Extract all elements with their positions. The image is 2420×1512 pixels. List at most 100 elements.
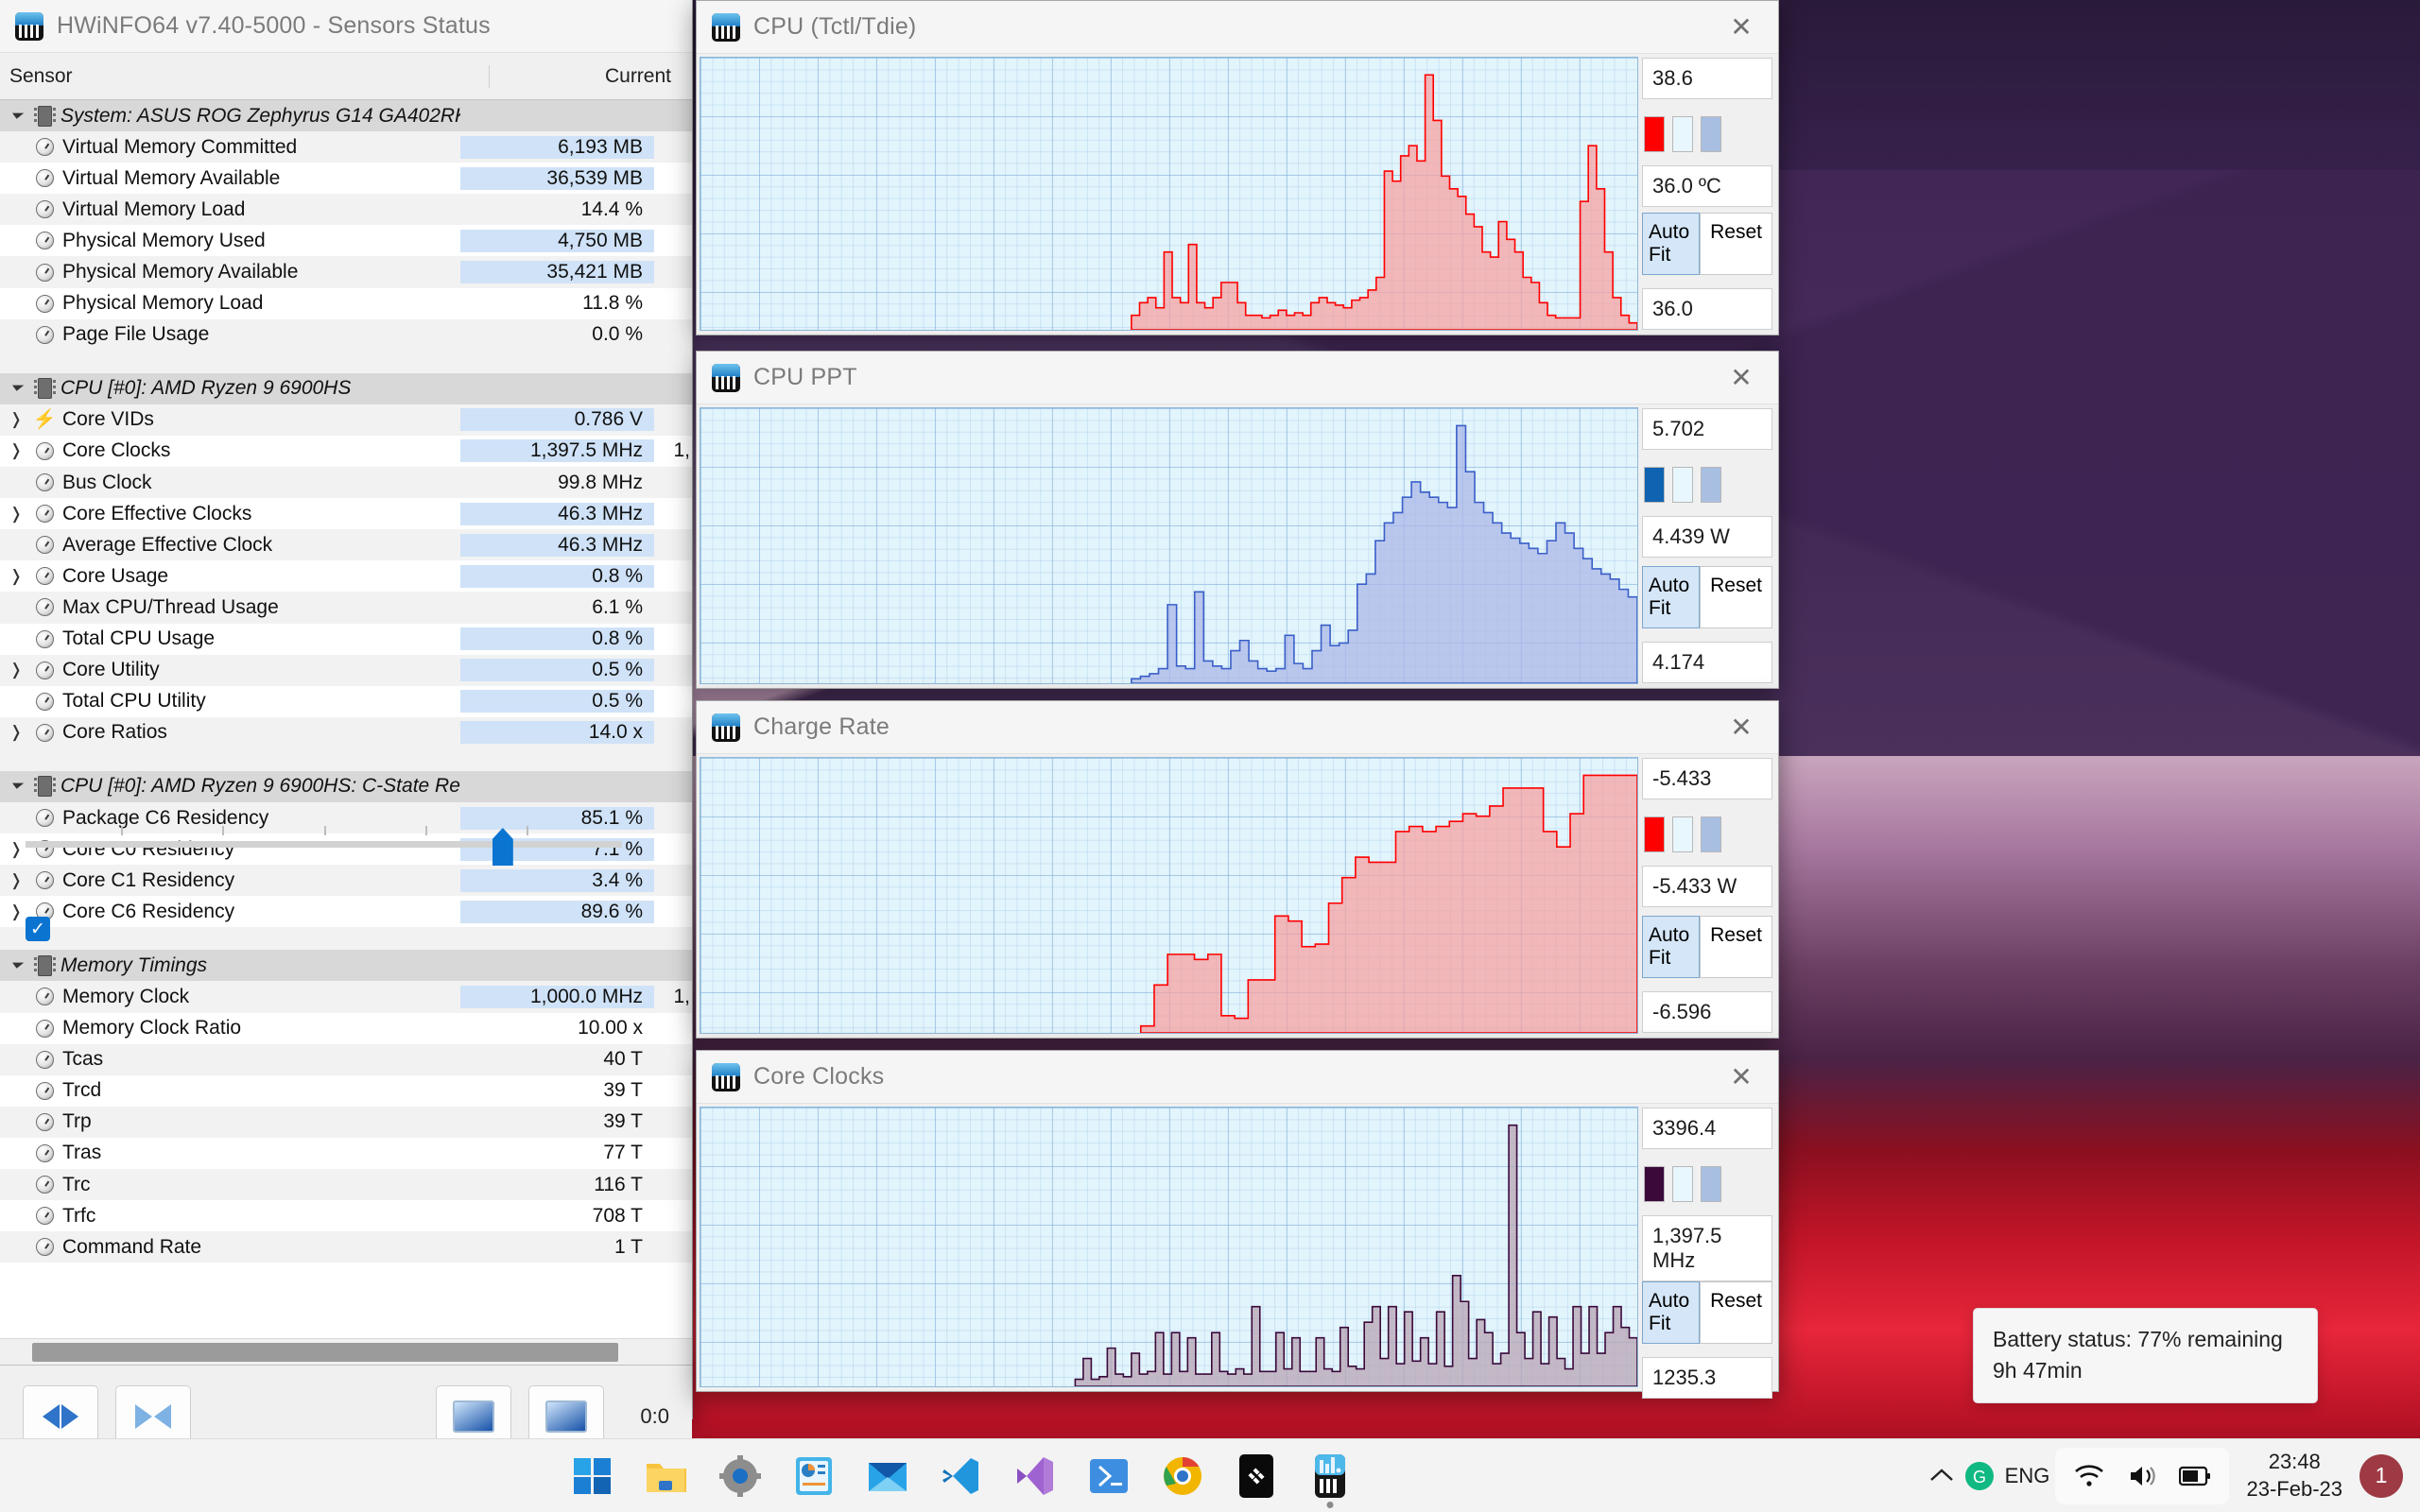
run-on-startup-checkbox[interactable] — [26, 917, 50, 941]
auto-fit-button[interactable]: Auto Fit — [1642, 1281, 1701, 1344]
sensor-row[interactable]: Command Rate 1 T — [0, 1231, 692, 1263]
chevron-right-icon[interactable]: ❭ — [9, 566, 24, 585]
chevron-right-icon[interactable]: ❭ — [9, 723, 24, 742]
reset-button[interactable]: Reset — [1700, 213, 1772, 275]
sensor-row[interactable]: ❭ Core C6 Residency 89.6 % — [0, 896, 692, 927]
graph-plot-area[interactable] — [700, 57, 1638, 331]
file-explorer-icon[interactable] — [644, 1453, 689, 1499]
sensor-row[interactable]: Virtual Memory Load 14.4 % — [0, 194, 692, 226]
swatch-line-color[interactable] — [1644, 116, 1665, 152]
sensor-row[interactable]: ❭ Core Clocks 1,397.5 MHz 1, — [0, 436, 692, 467]
auto-fit-button[interactable]: Auto Fit — [1642, 213, 1701, 275]
chevron-right-icon[interactable]: ❭ — [9, 441, 24, 460]
chevron-right-icon[interactable]: ❭ — [9, 504, 24, 523]
swatch-grid-color[interactable] — [1701, 1166, 1721, 1202]
slider-track[interactable] — [26, 841, 622, 848]
reset-button[interactable]: Reset — [1700, 1281, 1772, 1344]
sensor-row[interactable]: Max CPU/Thread Usage 6.1 % — [0, 592, 692, 624]
show-hidden-icons-chevron[interactable] — [1923, 1457, 1961, 1495]
hwinfo-icon[interactable] — [1307, 1453, 1353, 1508]
close-icon[interactable]: ✕ — [1730, 713, 1753, 742]
swatch-line-color[interactable] — [1644, 816, 1665, 852]
sensor-group-header[interactable]: ⏷ System: ASUS ROG Zephyrus G14 GA402RK_.… — [0, 100, 692, 132]
sensor-row[interactable]: Trfc 708 T — [0, 1200, 692, 1231]
sensor-row[interactable]: Memory Clock 1,000.0 MHz 1, — [0, 981, 692, 1013]
mail-icon[interactable] — [865, 1453, 910, 1499]
armoury-crate-icon[interactable] — [791, 1453, 837, 1499]
swatch-background-color[interactable] — [1672, 1166, 1693, 1202]
sensor-row[interactable]: Virtual Memory Available 36,539 MB — [0, 163, 692, 194]
settings-gear-icon[interactable] — [717, 1453, 763, 1499]
auto-fit-button[interactable]: Auto Fit — [1642, 566, 1701, 628]
sensor-row[interactable]: ❭ Core Utility 0.5 % — [0, 654, 692, 686]
show-sensor-details-button[interactable] — [436, 1384, 512, 1448]
visual-studio-icon[interactable] — [1012, 1453, 1058, 1499]
graph-plot-area[interactable] — [700, 1107, 1638, 1387]
graph-plot-area[interactable] — [700, 407, 1638, 684]
swatch-background-color[interactable] — [1672, 116, 1693, 152]
sensor-row[interactable]: ❭ Core Usage 0.8 % — [0, 560, 692, 592]
expand-columns-button[interactable] — [23, 1384, 98, 1448]
windows-start-icon[interactable] — [570, 1453, 615, 1499]
chevron-right-icon[interactable]: ❭ — [9, 410, 24, 429]
horizontal-scrollbar[interactable] — [0, 1338, 692, 1365]
chrome-icon[interactable] — [1160, 1453, 1205, 1499]
g-helper-tray-icon[interactable]: G — [1961, 1457, 1998, 1495]
chevron-down-icon[interactable]: ⏷ — [9, 955, 23, 974]
sensor-row[interactable]: Physical Memory Used 4,750 MB — [0, 225, 692, 256]
sensor-group-header[interactable]: ⏷ CPU [#0]: AMD Ryzen 9 6900HS: C-State R… — [0, 770, 692, 802]
battery-icon[interactable] — [2176, 1457, 2214, 1495]
chevron-down-icon[interactable]: ⏷ — [9, 777, 23, 796]
chevron-right-icon[interactable]: ❭ — [9, 870, 24, 889]
swatch-grid-color[interactable] — [1701, 116, 1721, 152]
sensor-row[interactable]: Trc 116 T — [0, 1169, 692, 1201]
close-icon[interactable]: ✕ — [1730, 363, 1753, 392]
sensor-row[interactable]: ❭ Core C1 Residency 3.4 % — [0, 865, 692, 897]
sensor-row[interactable]: Average Effective Clock 46.3 MHz — [0, 529, 692, 561]
sensor-row[interactable]: Tras 77 T — [0, 1138, 692, 1169]
sensor-row[interactable]: ❭ Core Ratios 14.0 x — [0, 716, 692, 748]
chevron-right-icon[interactable]: ❭ — [9, 661, 24, 679]
sensor-row[interactable]: ❭ Core Effective Clocks 46.3 MHz — [0, 498, 692, 529]
vs-code-icon[interactable] — [939, 1453, 984, 1499]
sensor-row[interactable]: ❭ ⚡ Core VIDs 0.786 V — [0, 404, 692, 436]
chevron-right-icon[interactable]: ❭ — [9, 902, 24, 920]
sensor-row[interactable]: Page File Usage 0.0 % — [0, 318, 692, 351]
sensor-row[interactable]: Total CPU Usage 0.8 % — [0, 624, 692, 655]
language-indicator[interactable]: ENG — [2004, 1463, 2050, 1487]
sensor-row[interactable]: Total CPU Utility 0.5 % — [0, 686, 692, 717]
reset-button[interactable]: Reset — [1700, 566, 1772, 628]
reset-button[interactable]: Reset — [1700, 916, 1772, 978]
sensor-row[interactable]: Trcd 39 T — [0, 1075, 692, 1107]
battery-charge-limit-slider[interactable] — [26, 820, 622, 866]
sensor-row[interactable]: Physical Memory Available 35,421 MB — [0, 256, 692, 288]
scrollbar-thumb[interactable] — [32, 1342, 618, 1362]
close-icon[interactable]: ✕ — [1730, 12, 1753, 42]
sensor-row[interactable]: Tcas 40 T — [0, 1043, 692, 1075]
slider-thumb[interactable] — [492, 828, 513, 866]
swatch-grid-color[interactable] — [1701, 467, 1721, 503]
swatch-line-color[interactable] — [1644, 1166, 1665, 1202]
sensor-row[interactable]: Bus Clock 99.8 MHz — [0, 467, 692, 499]
chevron-down-icon[interactable]: ⏷ — [9, 106, 23, 125]
sensor-row[interactable]: Memory Clock Ratio 10.00 x — [0, 1013, 692, 1044]
swatch-background-color[interactable] — [1672, 816, 1693, 852]
sensor-row[interactable]: Virtual Memory Committed 6,193 MB — [0, 131, 692, 163]
graph-plot-area[interactable] — [700, 757, 1638, 1034]
chevron-down-icon[interactable]: ⏷ — [9, 379, 23, 398]
sensor-group-header[interactable]: ⏷ Memory Timings — [0, 950, 692, 982]
powershell-icon[interactable] — [1086, 1453, 1132, 1499]
tidal-icon[interactable] — [1234, 1453, 1279, 1499]
sensor-group-header[interactable]: ⏷ CPU [#0]: AMD Ryzen 9 6900HS — [0, 372, 692, 404]
swatch-background-color[interactable] — [1672, 467, 1693, 503]
swatch-line-color[interactable] — [1644, 467, 1665, 503]
remote-monitoring-button[interactable] — [528, 1384, 605, 1448]
auto-fit-button[interactable]: Auto Fit — [1642, 916, 1701, 978]
chevron-right-icon[interactable]: ❭ — [9, 839, 24, 858]
taskbar-clock[interactable]: 23:48 23-Feb-23 — [2229, 1449, 2360, 1502]
volume-icon[interactable] — [2123, 1457, 2161, 1495]
wifi-icon[interactable] — [2070, 1457, 2108, 1495]
notification-badge[interactable]: 1 — [2360, 1453, 2403, 1498]
tray-quick-settings[interactable] — [2055, 1447, 2230, 1504]
swatch-grid-color[interactable] — [1701, 816, 1721, 852]
